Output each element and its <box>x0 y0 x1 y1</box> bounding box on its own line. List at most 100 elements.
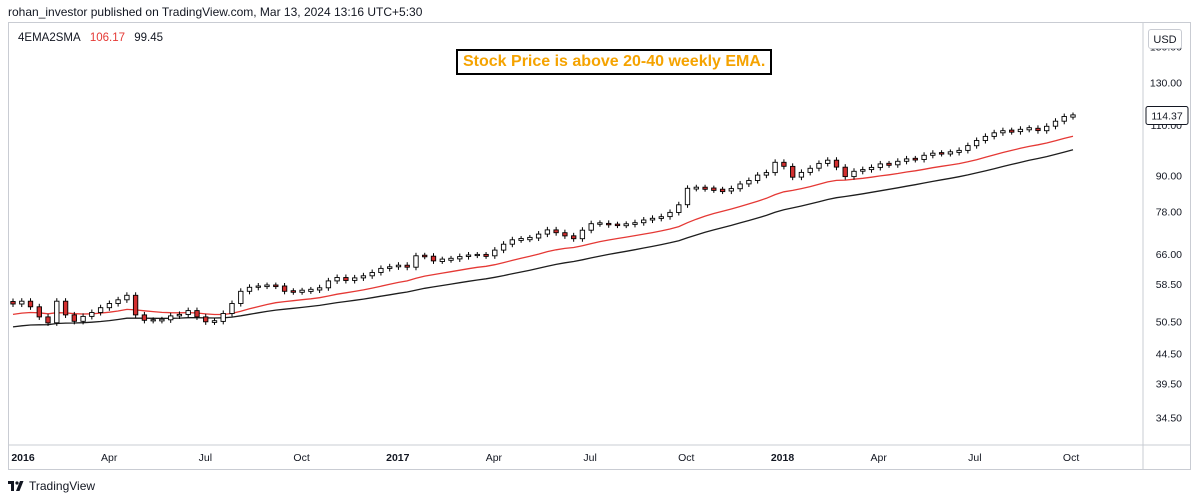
candle-body <box>1017 128 1024 133</box>
time-tick-label: Apr <box>871 452 888 464</box>
candle <box>623 221 629 229</box>
candle-body <box>264 284 270 288</box>
candle <box>500 241 507 254</box>
candle <box>316 284 323 293</box>
candle-body <box>1052 120 1059 127</box>
time-tick-label: 2017 <box>386 452 410 464</box>
candle-body <box>439 258 445 262</box>
candle <box>1061 113 1067 125</box>
candle <box>728 185 734 195</box>
indicator-legend[interactable]: 4EMA2SMA 106.17 99.45 <box>18 32 169 44</box>
candle-body <box>509 239 515 245</box>
last-price-label: 114.37 <box>1151 111 1182 123</box>
candle <box>544 226 551 238</box>
candle-body <box>833 159 840 168</box>
candle <box>509 236 515 248</box>
candle-body <box>378 267 384 273</box>
candle <box>676 201 682 216</box>
candle-body <box>728 188 734 192</box>
candle-body <box>500 243 507 251</box>
candle <box>956 147 962 156</box>
candle <box>702 184 708 192</box>
candle-body <box>825 159 831 164</box>
candle <box>746 177 752 188</box>
price-tick-label: 58.50 <box>1156 279 1182 291</box>
candle <box>106 300 113 311</box>
time-tick-label: Oct <box>293 452 309 464</box>
candle-body <box>746 180 752 185</box>
candle <box>203 313 209 325</box>
candle-body <box>588 223 594 231</box>
candle <box>938 150 945 157</box>
candle-body <box>798 171 805 178</box>
candle-body <box>930 152 936 156</box>
candle-body <box>676 204 682 213</box>
candle <box>649 215 656 224</box>
candle-body <box>562 232 568 237</box>
candle <box>807 165 813 176</box>
candle-body <box>141 314 148 321</box>
candle-body <box>868 166 875 171</box>
candle <box>343 274 349 284</box>
candle <box>352 274 358 284</box>
price-tick-label: 39.50 <box>1156 378 1182 390</box>
time-tick-label: Jul <box>583 452 596 464</box>
candle <box>518 236 524 243</box>
candle <box>903 155 910 165</box>
candle-body <box>492 249 498 257</box>
candle <box>10 298 16 308</box>
candle <box>719 186 726 195</box>
candle-body <box>535 233 542 239</box>
last-price-box <box>1145 106 1189 125</box>
candle-body <box>457 256 463 260</box>
candle <box>693 184 699 192</box>
candle-body <box>474 253 480 257</box>
candle <box>89 309 95 320</box>
candle <box>150 317 156 324</box>
candle-body <box>623 223 629 227</box>
candle-body <box>956 149 962 153</box>
candle <box>395 262 402 270</box>
candle <box>991 129 997 140</box>
candle <box>772 159 778 176</box>
candle <box>842 164 848 180</box>
chart-frame <box>8 22 1191 470</box>
candle-body <box>281 285 288 292</box>
candle-body <box>1009 129 1015 133</box>
publisher-line: rohan_investor published on TradingView.… <box>8 5 423 19</box>
candle-body <box>404 264 410 268</box>
candle-body <box>387 266 393 269</box>
candle <box>62 298 69 318</box>
legend-indicator-name: 4EMA2SMA <box>18 32 81 44</box>
candle-body <box>772 161 778 174</box>
candle-body <box>132 294 139 316</box>
candle-body <box>886 162 892 166</box>
time-tick-label: Oct <box>678 452 694 464</box>
candle <box>159 316 165 324</box>
candle <box>658 213 664 222</box>
time-tick-label: Oct <box>1063 452 1079 464</box>
candle-body <box>255 285 261 288</box>
candle-body <box>290 290 296 293</box>
candle-body <box>325 280 332 289</box>
candle <box>176 311 183 319</box>
candle-body <box>790 165 796 178</box>
candle <box>641 216 647 226</box>
candle-body <box>106 303 113 309</box>
footer-brand[interactable]: TradingView <box>8 479 95 493</box>
candle-body <box>229 303 235 314</box>
candle <box>238 288 244 307</box>
candle <box>579 227 586 242</box>
candle-body <box>80 315 86 322</box>
candle-body <box>641 219 647 224</box>
candle-body <box>220 313 226 322</box>
candle-body <box>807 167 813 173</box>
currency-selector[interactable]: USD <box>1148 29 1182 49</box>
candle <box>360 272 367 281</box>
price-tick-label: 44.50 <box>1156 348 1182 360</box>
candle-body <box>579 229 586 240</box>
candle <box>448 255 454 263</box>
ema-fast-line <box>12 135 1074 316</box>
candle <box>168 312 174 323</box>
